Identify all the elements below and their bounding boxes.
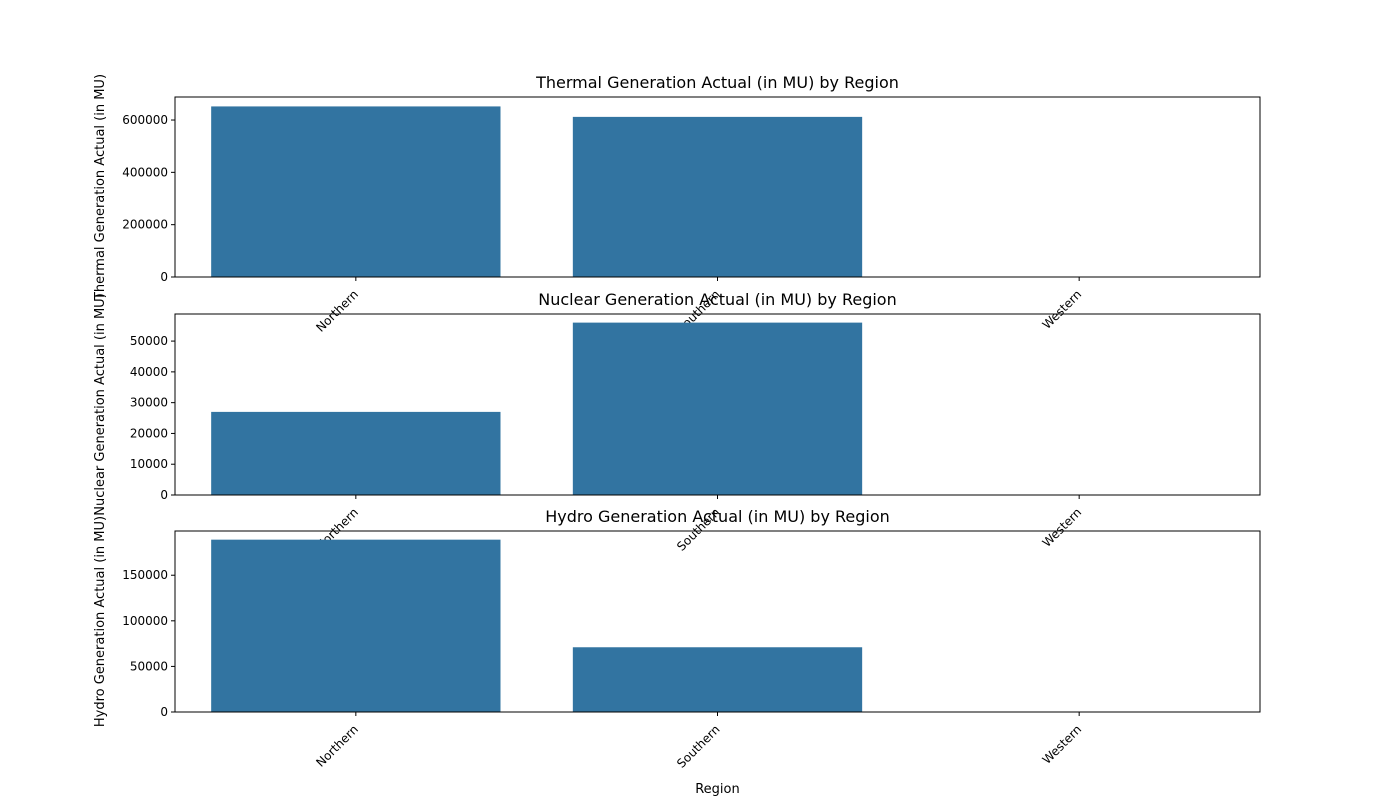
y-tick-label: 0 [160, 705, 168, 719]
y-tick-label: 40000 [130, 365, 168, 379]
y-tick-label: 10000 [130, 457, 168, 471]
bar-northern [211, 539, 501, 712]
bar-northern [211, 411, 501, 495]
y-tick-label: 200000 [122, 218, 168, 232]
y-tick-label: 600000 [122, 113, 168, 127]
chart-title: Thermal Generation Actual (in MU) by Reg… [535, 73, 899, 92]
bar-southern [572, 116, 863, 277]
bar-southern [572, 647, 863, 712]
chart-title: Nuclear Generation Actual (in MU) by Reg… [538, 290, 896, 309]
y-tick-label: 30000 [130, 396, 168, 410]
y-tick-label: 0 [160, 270, 168, 284]
y-tick-label: 50000 [130, 334, 168, 348]
chart-panel-3: 0 50000 100000 150000 Northern Southern Wester… [93, 507, 1261, 797]
bar-southern [572, 322, 863, 495]
x-tick-label: Western [1040, 287, 1085, 332]
y-tick-label: 20000 [130, 426, 168, 440]
y-tick-label: 400000 [122, 165, 168, 179]
x-axis-label: Region [695, 782, 740, 797]
y-axis-label: Thermal Generation Actual (in MU) [93, 74, 108, 301]
y-axis-label: Hydro Generation Actual (in MU) [93, 516, 108, 727]
x-tick-label: Southern [674, 722, 723, 771]
y-tick-label: 150000 [122, 568, 168, 582]
bar-northern [211, 106, 501, 277]
y-tick-label: 50000 [130, 659, 168, 673]
chart-title: Hydro Generation Actual (in MU) by Regio… [545, 507, 890, 526]
x-tick-label: Northern [313, 722, 361, 770]
y-axis-label: Nuclear Generation Actual (in MU) [93, 293, 108, 516]
x-tick-label: Western [1040, 722, 1085, 767]
x-tick-label: Western [1040, 505, 1085, 550]
y-tick-label: 100000 [122, 614, 168, 628]
x-tick-label: Northern [313, 287, 361, 335]
y-tick-label: 0 [160, 488, 168, 502]
